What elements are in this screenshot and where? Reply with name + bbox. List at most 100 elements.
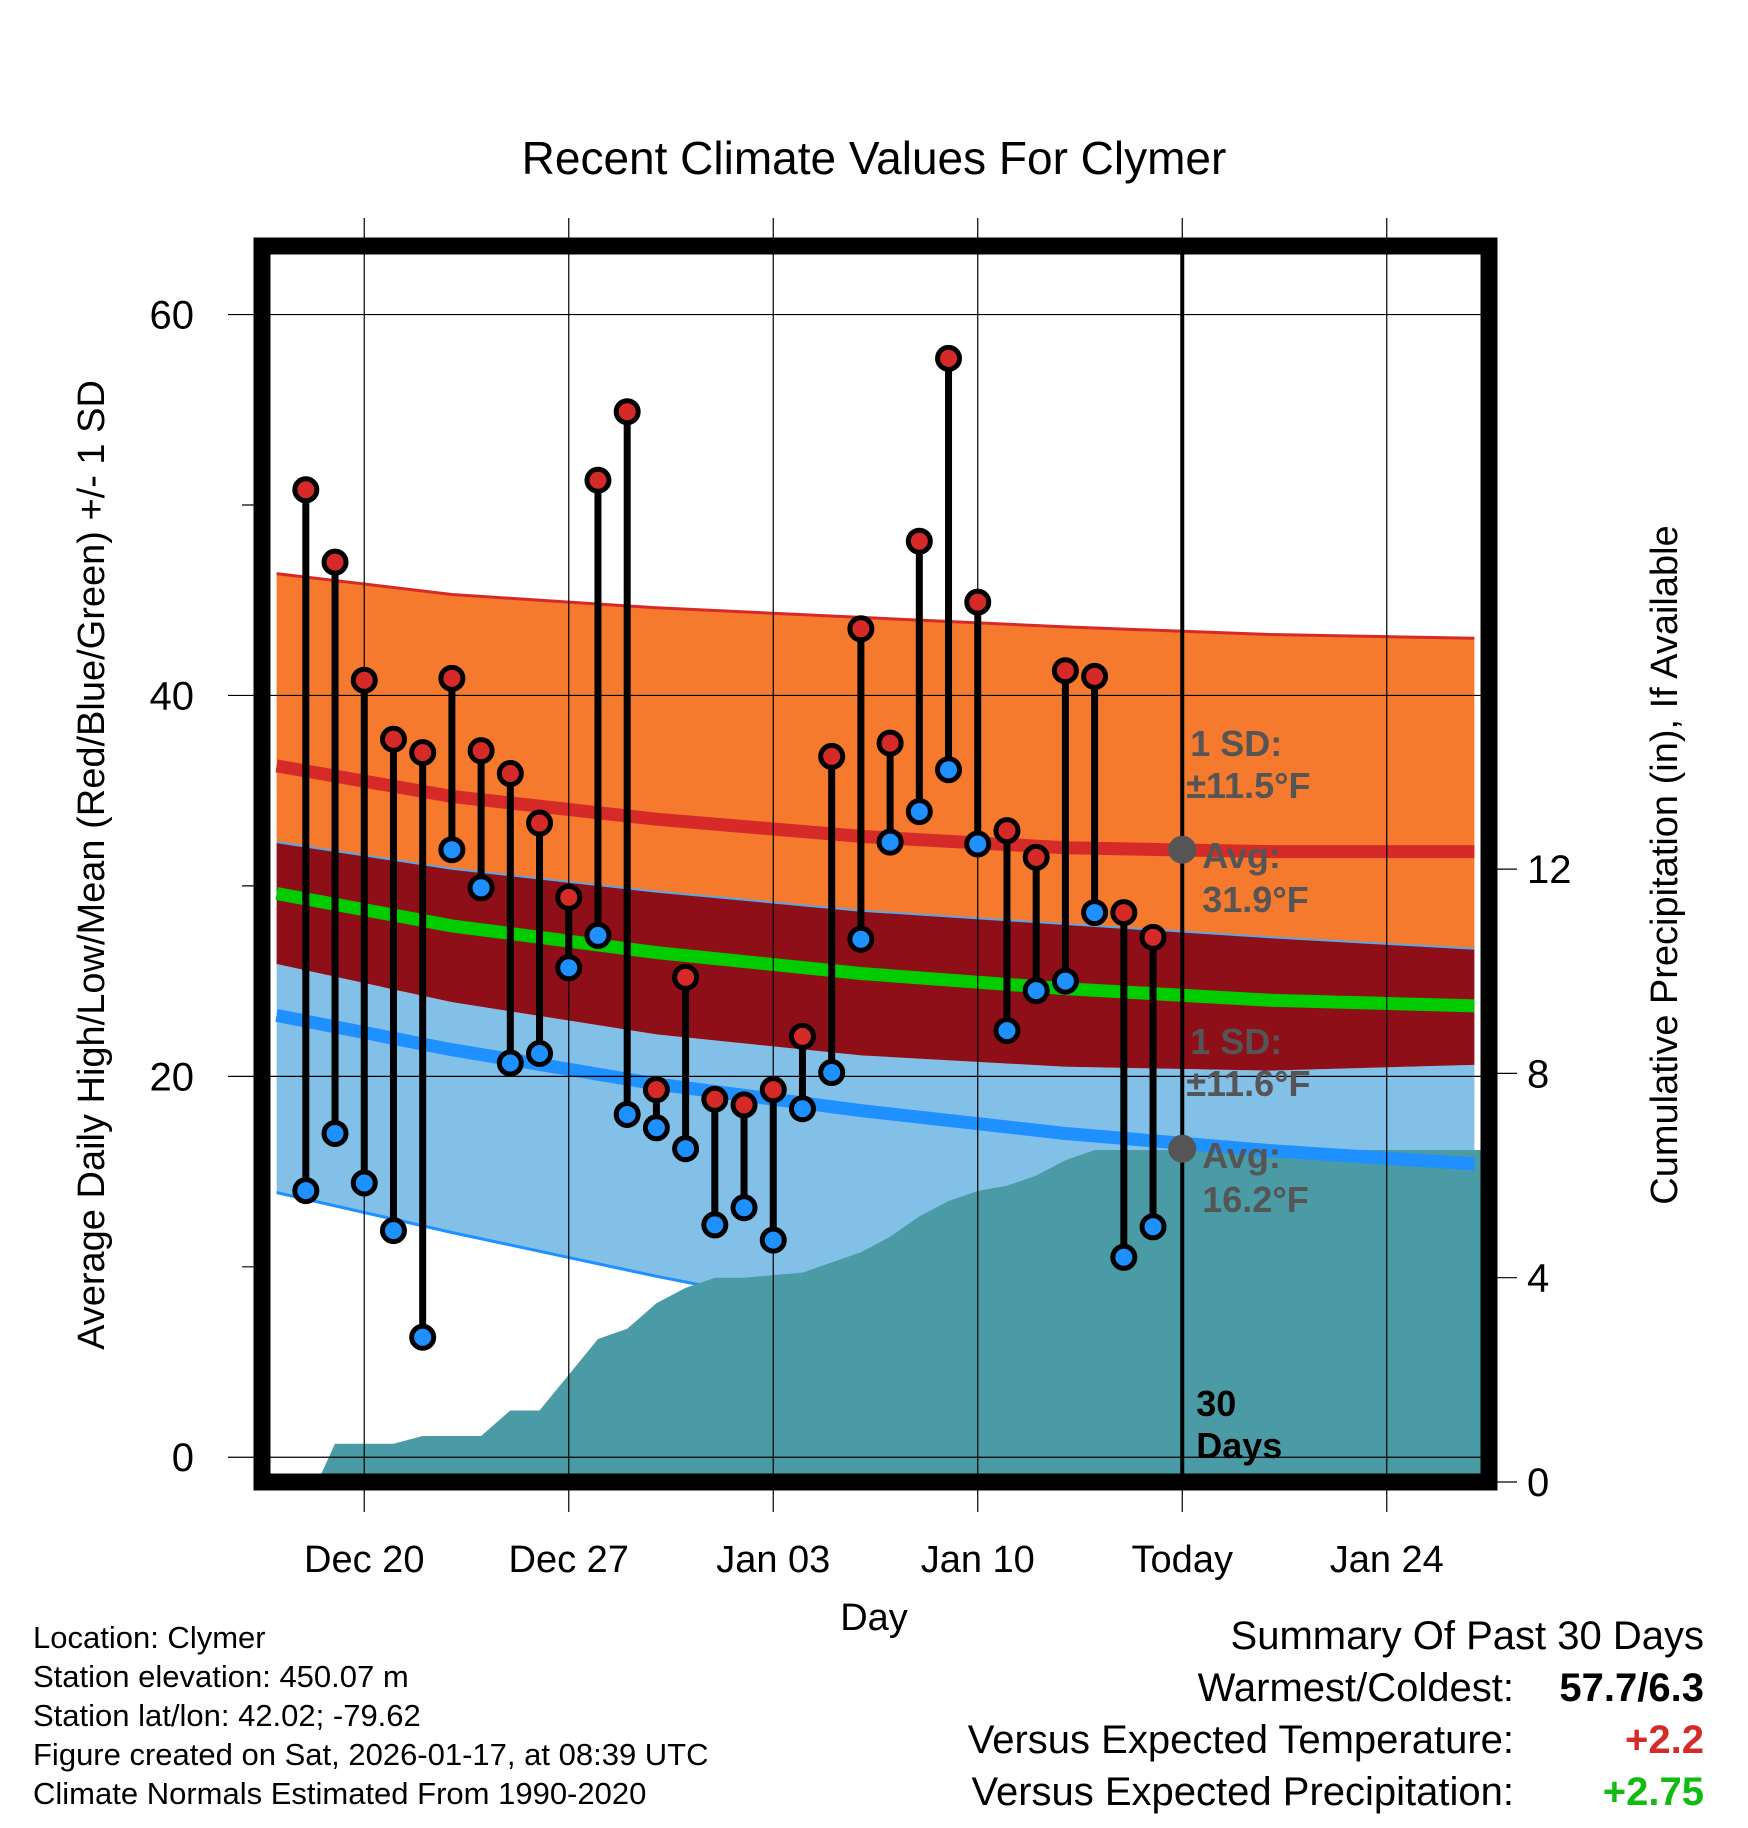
daily-high-point: [1081, 662, 1109, 690]
daily-low-point: [847, 925, 875, 953]
y-tick-label: 40: [150, 674, 195, 718]
daily-low-point: [292, 1177, 320, 1205]
x-tick-label: Jan 03: [716, 1539, 830, 1581]
y-tick-label: 20: [150, 1055, 195, 1099]
daily-high-point: [642, 1076, 670, 1104]
warmest-label: Warmest/Coldest:: [1197, 1666, 1514, 1710]
daily-low-point: [818, 1059, 846, 1087]
daily-high-point: [818, 742, 846, 770]
x-tick-label: Dec 20: [304, 1539, 424, 1581]
y-right-tick-label: 12: [1527, 848, 1572, 892]
summary-precip: Versus Expected Precipitation: +2.75: [971, 1770, 1704, 1815]
daily-low-point: [613, 1100, 641, 1128]
daily-high-point: [467, 737, 495, 765]
daily-high-point: [379, 725, 407, 753]
precip-label: Versus Expected Precipitation:: [971, 1770, 1514, 1814]
y-right-tick-label: 0: [1527, 1461, 1549, 1505]
y-right-tick-label: 4: [1527, 1257, 1549, 1301]
x-tick-label: Dec 27: [509, 1539, 629, 1581]
daily-low-point: [350, 1169, 378, 1197]
daily-high-point: [555, 883, 583, 911]
daily-low-point: [496, 1049, 524, 1077]
daily-low-point: [935, 756, 963, 784]
daily-high-point: [1051, 657, 1079, 685]
daily-low-point: [1051, 967, 1079, 995]
daily-high-point: [759, 1076, 787, 1104]
daily-high-point: [438, 664, 466, 692]
daily-high-point: [409, 739, 437, 767]
daily-high-point: [935, 344, 963, 372]
daily-high-point: [905, 527, 933, 555]
daily-low-point: [993, 1017, 1021, 1045]
y-right-axis-title: Cumulative Precipitation (in), If Availa…: [1644, 525, 1686, 1204]
low-avg-value: 16.2°F: [1202, 1179, 1308, 1220]
daily-low-point: [964, 830, 992, 858]
summary-temp: Versus Expected Temperature: +2.2: [968, 1718, 1704, 1763]
low-sd-title: 1 SD:: [1190, 1021, 1282, 1062]
temp-value: +2.2: [1625, 1718, 1704, 1762]
x-axis-title: Day: [840, 1597, 908, 1639]
temp-label: Versus Expected Temperature:: [967, 1718, 1514, 1762]
daily-low-point: [876, 828, 904, 856]
low-avg-title: Avg:: [1202, 1135, 1281, 1176]
daily-low-point: [409, 1323, 437, 1351]
warmest-value: 57.7/6.3: [1559, 1666, 1704, 1710]
high-sd-title: 1 SD:: [1190, 723, 1282, 764]
location-text: Location: Clymer: [33, 1620, 266, 1655]
daily-high-point: [526, 809, 554, 837]
daily-low-point: [526, 1039, 554, 1067]
daily-high-point: [701, 1085, 729, 1113]
y-tick-label: 0: [172, 1436, 194, 1480]
daily-high-point: [321, 548, 349, 576]
daily-low-point: [1022, 977, 1050, 1005]
daily-high-point: [1022, 843, 1050, 871]
summary-title: Summary Of Past 30 Days: [1230, 1614, 1704, 1658]
daily-high-point: [584, 466, 612, 494]
low-avg-marker: [1168, 1134, 1197, 1163]
station-info: Location: Clymer Station elevation: 450.…: [33, 1618, 709, 1813]
latlon-text: Station lat/lon: 42.02; -79.62: [33, 1698, 421, 1733]
daily-low-point: [321, 1119, 349, 1147]
chart-title: Recent Climate Values For Clymer: [522, 132, 1227, 184]
daily-low-point: [672, 1135, 700, 1163]
daily-low-point: [642, 1114, 670, 1142]
x-tick-label: Jan 10: [921, 1539, 1035, 1581]
daily-low-point: [730, 1194, 758, 1222]
high-sd-value: ±11.5°F: [1186, 765, 1310, 806]
high-avg-title: Avg:: [1202, 835, 1281, 876]
precip-area: [317, 1150, 1489, 1482]
daily-high-point: [1110, 899, 1138, 927]
daily-low-point: [1081, 899, 1109, 927]
x-tick-label: Today: [1132, 1539, 1233, 1581]
y-tick-label: 60: [150, 294, 195, 338]
days-label-unit: Days: [1196, 1425, 1282, 1466]
daily-low-point: [1139, 1213, 1167, 1241]
daily-low-point: [379, 1217, 407, 1245]
daily-low-point: [555, 954, 583, 982]
daily-high-point: [993, 817, 1021, 845]
daily-high-point: [496, 760, 524, 788]
high-avg-value: 31.9°F: [1202, 879, 1308, 920]
daily-low-point: [438, 836, 466, 864]
daily-low-point: [905, 798, 933, 826]
normal-mean-line: [275, 887, 1475, 1013]
daily-high-point: [730, 1091, 758, 1119]
days-label-number: 30: [1196, 1383, 1236, 1424]
daily-low-point: [788, 1095, 816, 1123]
daily-low-point: [1110, 1243, 1138, 1271]
daily-low-point: [584, 921, 612, 949]
daily-high-point: [350, 666, 378, 694]
daily-high-point: [292, 476, 320, 504]
daily-high-point: [672, 963, 700, 991]
daily-high-point: [876, 729, 904, 757]
daily-high-point: [964, 588, 992, 616]
plot-frame: [253, 237, 1498, 1491]
low-sd-value: ±11.6°F: [1186, 1063, 1310, 1104]
daily-low-point: [467, 874, 495, 902]
precip-value: +2.75: [1602, 1770, 1704, 1814]
x-tick-label: Jan 24: [1330, 1539, 1444, 1581]
daily-low-point: [759, 1226, 787, 1254]
y-right-tick-label: 8: [1527, 1052, 1549, 1096]
y-axis-title: Average Daily High/Low/Mean (Red/Blue/Gr…: [71, 380, 113, 1350]
